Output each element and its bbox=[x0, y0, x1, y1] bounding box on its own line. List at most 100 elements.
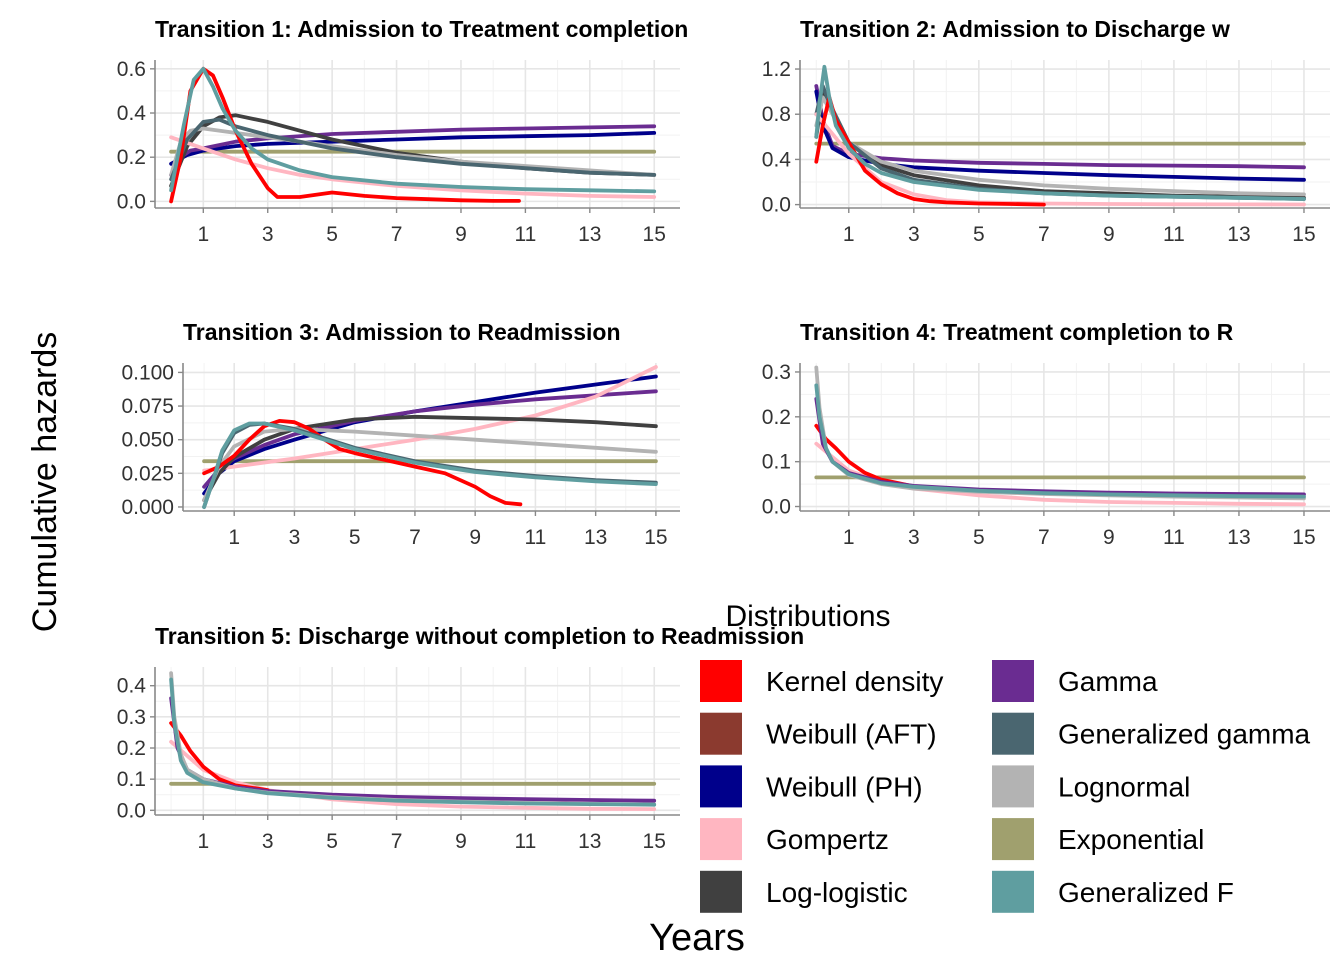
series-lines bbox=[169, 671, 657, 811]
gridlines bbox=[800, 60, 1330, 208]
legend-item-kernel-density: Kernel density bbox=[700, 660, 943, 702]
legend-item-weibull-aft: Weibull (AFT) bbox=[700, 712, 937, 755]
x-tick-label: 13 bbox=[578, 830, 601, 853]
legend-item-weibull-ph: Weibull (PH) bbox=[700, 765, 923, 808]
x-tick-label: 13 bbox=[578, 223, 601, 246]
y-tick-label: 0.075 bbox=[121, 395, 174, 418]
panel-title: Transition 5: Discharge without completi… bbox=[155, 623, 804, 649]
x-tick-label: 1 bbox=[197, 830, 209, 853]
x-tick-label: 1 bbox=[843, 526, 855, 549]
legend-label: Lognormal bbox=[1058, 771, 1190, 802]
y-tick-label: 0.050 bbox=[121, 429, 174, 452]
y-tick-label: 0.2 bbox=[117, 737, 146, 760]
series-line-lognormal bbox=[202, 426, 658, 503]
panel-title: Transition 2: Admission to Discharge w bbox=[800, 16, 1230, 42]
x-tick-label: 9 bbox=[469, 526, 481, 549]
y-tick-label: 0.3 bbox=[117, 706, 146, 729]
x-tick-label: 7 bbox=[391, 223, 403, 246]
series-lines bbox=[169, 66, 657, 204]
x-tick-label: 9 bbox=[455, 830, 467, 853]
gridlines bbox=[183, 363, 680, 511]
series-lines bbox=[814, 365, 1306, 507]
x-tick-label: 1 bbox=[197, 223, 209, 246]
y-tick-label: 0.0 bbox=[762, 194, 791, 217]
y-tick-label: 0.6 bbox=[117, 58, 146, 81]
y-tick-label: 0.2 bbox=[762, 406, 791, 429]
x-tick-label: 3 bbox=[289, 526, 301, 549]
x-tick-label: 9 bbox=[455, 223, 467, 246]
series-line-generalized-f bbox=[169, 66, 657, 194]
legend-label: Exponential bbox=[1058, 824, 1204, 855]
legend-label: Kernel density bbox=[766, 666, 943, 697]
legend-swatch bbox=[992, 660, 1034, 702]
legend-item-generalized-gamma: Generalized gamma bbox=[992, 712, 1311, 755]
y-tick-label: 0.2 bbox=[117, 146, 146, 169]
x-tick-label: 11 bbox=[525, 526, 547, 549]
series-line-generalized-f bbox=[202, 421, 658, 509]
legend-swatch bbox=[992, 765, 1034, 808]
x-tick-label: 5 bbox=[973, 223, 985, 246]
legend-swatch bbox=[700, 712, 742, 755]
x-tick-label: 3 bbox=[908, 526, 920, 549]
legend-item-gamma: Gamma bbox=[992, 660, 1158, 702]
series-line-generalized-gamma bbox=[169, 117, 657, 182]
series-line-weibull-ph- bbox=[169, 130, 657, 166]
x-tick-label: 7 bbox=[1038, 526, 1050, 549]
legend-item-lognormal: Lognormal bbox=[992, 765, 1190, 808]
x-tick-label: 9 bbox=[1103, 526, 1115, 549]
series-line-weibull-ph- bbox=[814, 89, 1306, 182]
x-tick-label: 15 bbox=[644, 526, 667, 549]
legend-item-generalized-f: Generalized F bbox=[992, 870, 1234, 913]
x-tick-label: 3 bbox=[262, 830, 274, 853]
x-tick-label: 7 bbox=[1038, 223, 1050, 246]
x-axis-title: Years bbox=[649, 917, 745, 959]
x-tick-label: 15 bbox=[643, 830, 666, 853]
y-tick-label: 0.025 bbox=[121, 462, 174, 485]
x-tick-label: 3 bbox=[908, 223, 920, 246]
x-tick-label: 13 bbox=[1227, 223, 1250, 246]
legend-label: Generalized gamma bbox=[1058, 719, 1311, 750]
x-tick-label: 13 bbox=[1227, 526, 1250, 549]
legend-swatch bbox=[700, 818, 742, 861]
y-tick-label: 1.2 bbox=[762, 58, 791, 81]
x-tick-label: 5 bbox=[973, 526, 985, 549]
legend-label: Log-logistic bbox=[766, 877, 908, 908]
x-tick-label: 15 bbox=[1292, 223, 1315, 246]
x-tick-label: 7 bbox=[409, 526, 421, 549]
x-tick-label: 13 bbox=[584, 526, 607, 549]
series-line-generalized-f bbox=[814, 64, 1306, 201]
x-tick-label: 11 bbox=[1163, 223, 1185, 246]
series-line-log-logistic bbox=[202, 414, 658, 503]
legend-label: Generalized F bbox=[1058, 877, 1234, 908]
panel-title: Transition 3: Admission to Readmission bbox=[183, 319, 621, 345]
series-line-gamma bbox=[169, 124, 657, 177]
series-line-generalized-f bbox=[814, 383, 1306, 499]
legend-swatch bbox=[992, 818, 1034, 861]
y-tick-label: 0.4 bbox=[117, 102, 147, 125]
x-tick-label: 5 bbox=[326, 223, 338, 246]
y-tick-label: 0.4 bbox=[117, 675, 147, 698]
panel-title: Transition 1: Admission to Treatment com… bbox=[155, 16, 688, 42]
legend-label: Gamma bbox=[1058, 666, 1158, 697]
x-tick-label: 7 bbox=[391, 830, 403, 853]
legend-swatch bbox=[700, 765, 742, 808]
legend-item-gompertz: Gompertz bbox=[700, 818, 889, 861]
y-tick-label: 0.100 bbox=[121, 361, 174, 384]
x-tick-label: 11 bbox=[1163, 526, 1185, 549]
series-line-gompertz bbox=[169, 739, 657, 811]
x-tick-label: 15 bbox=[643, 223, 666, 246]
series-line-gompertz bbox=[169, 135, 657, 199]
series-line-gompertz bbox=[202, 365, 658, 473]
y-tick-label: 0.8 bbox=[762, 103, 791, 126]
y-tick-label: 0.1 bbox=[117, 768, 146, 791]
y-tick-label: 0.000 bbox=[121, 496, 174, 519]
series-lines bbox=[814, 64, 1306, 207]
legend-item-log-logistic: Log-logistic bbox=[700, 870, 908, 913]
x-tick-label: 15 bbox=[1292, 526, 1315, 549]
